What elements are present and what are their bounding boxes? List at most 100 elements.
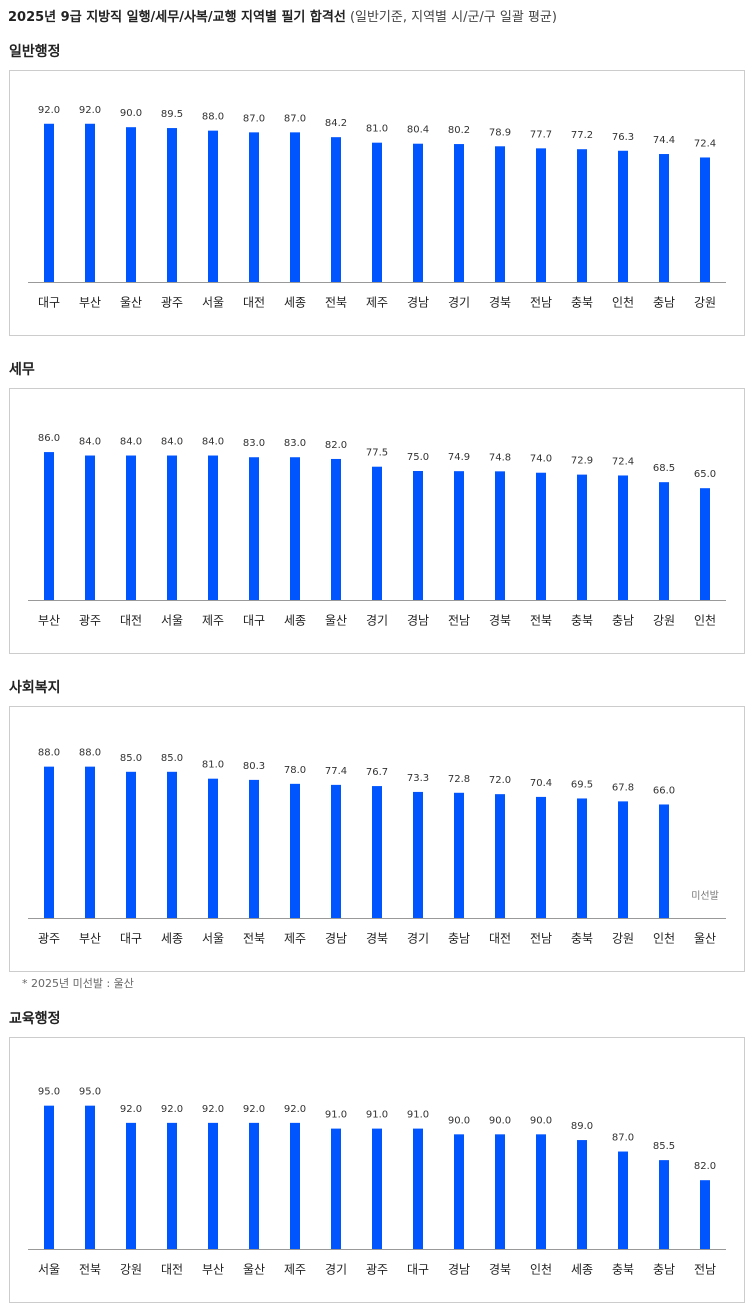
bar <box>618 801 628 918</box>
value-label: 92.0 <box>120 1104 142 1115</box>
x-tick-label: 대전 <box>120 614 142 628</box>
x-tick-label: 대구 <box>407 1263 429 1277</box>
value-label: 83.0 <box>284 438 306 449</box>
x-tick-label: 인천 <box>694 613 716 628</box>
x-tick-label: 전북 <box>243 932 265 946</box>
bar <box>413 143 423 282</box>
x-tick-label: 전북 <box>325 296 347 310</box>
bar <box>208 1122 218 1249</box>
value-label: 67.8 <box>612 782 634 793</box>
value-label: 85.0 <box>120 753 142 764</box>
x-tick-label: 서울 <box>38 1263 60 1277</box>
value-label: 81.0 <box>366 124 388 135</box>
value-label: 95.0 <box>38 1087 60 1098</box>
bar <box>536 472 546 600</box>
x-tick-label: 제주 <box>202 614 224 628</box>
bar <box>536 1134 546 1249</box>
bar <box>495 794 505 918</box>
x-tick-label: 충북 <box>571 932 593 946</box>
bar <box>44 1105 54 1249</box>
bar <box>126 455 136 600</box>
bar <box>372 1128 382 1249</box>
bar <box>577 149 587 282</box>
bar <box>85 766 95 918</box>
x-tick-label: 강원 <box>694 296 716 310</box>
value-label: 75.0 <box>407 452 429 463</box>
x-tick-label: 제주 <box>284 1263 306 1277</box>
x-tick-label: 대전 <box>161 1263 183 1277</box>
value-label: 92.0 <box>243 1104 265 1115</box>
bar <box>495 471 505 600</box>
value-label: 83.0 <box>243 438 265 449</box>
bar <box>659 482 669 600</box>
x-tick-label: 경북 <box>489 614 511 628</box>
bar <box>454 792 464 918</box>
x-tick-label: 전북 <box>530 614 552 628</box>
x-tick-label: 경남 <box>407 614 429 628</box>
x-tick-label: 광주 <box>38 932 60 946</box>
x-tick-label: 전남 <box>530 296 552 310</box>
bar <box>372 142 382 282</box>
subtitle: (일반기준, 지역별 시/군/구 일괄 평균) <box>350 10 557 25</box>
x-tick-label: 경기 <box>366 614 388 628</box>
value-label: 72.9 <box>571 456 593 467</box>
x-tick-label: 광주 <box>161 296 183 310</box>
value-label: 74.8 <box>489 452 511 463</box>
value-label: 92.0 <box>161 1104 183 1115</box>
value-label: 80.2 <box>448 125 470 136</box>
value-label: 90.0 <box>448 1115 470 1126</box>
bar <box>249 1122 259 1249</box>
x-tick-label: 충북 <box>571 614 593 628</box>
value-label: 87.0 <box>243 113 265 124</box>
x-tick-label: 강원 <box>653 614 675 628</box>
value-label: 84.2 <box>325 118 347 129</box>
value-label: 95.0 <box>79 1087 101 1098</box>
chart-box <box>9 706 745 972</box>
bar <box>290 132 300 282</box>
chart-box <box>9 388 745 654</box>
bar <box>454 471 464 600</box>
bar <box>290 457 300 600</box>
x-tick-label: 서울 <box>202 932 224 946</box>
bar <box>413 1128 423 1249</box>
page-title: 2025년 9급 지방직 일행/세무/사복/교행 지역별 필기 합격선 (일반기… <box>8 9 557 25</box>
value-label: 90.0 <box>489 1115 511 1126</box>
value-label: 84.0 <box>202 437 224 448</box>
x-tick-label: 서울 <box>161 614 183 628</box>
x-tick-label: 대전 <box>243 296 265 310</box>
value-label: 87.0 <box>612 1133 634 1144</box>
x-tick-label: 제주 <box>284 932 306 946</box>
chart-title: 사회복지 <box>9 680 61 696</box>
chart-title: 일반행정 <box>9 43 61 60</box>
x-tick-label: 경기 <box>407 932 429 946</box>
x-tick-label: 전남 <box>694 1263 716 1277</box>
x-tick-label: 강원 <box>612 932 634 946</box>
value-label: 90.0 <box>530 1115 552 1126</box>
bar <box>577 798 587 918</box>
bar <box>495 1134 505 1249</box>
bar <box>618 1151 628 1249</box>
value-label: 76.3 <box>612 132 634 143</box>
value-label: 92.0 <box>38 105 60 116</box>
x-tick-label: 대전 <box>489 932 511 946</box>
bar <box>413 791 423 918</box>
bar <box>167 455 177 600</box>
value-label: 85.5 <box>653 1141 675 1152</box>
value-label: 78.9 <box>489 127 511 138</box>
x-tick-label: 전남 <box>530 932 552 946</box>
x-tick-label: 부산 <box>38 614 60 628</box>
x-tick-label: 세종 <box>571 1263 593 1277</box>
x-tick-label: 충남 <box>653 1263 675 1277</box>
value-label: 72.8 <box>448 774 470 785</box>
x-tick-label: 대구 <box>38 296 60 310</box>
x-tick-label: 충남 <box>448 932 470 946</box>
bar <box>495 146 505 282</box>
x-tick-label: 세종 <box>284 296 306 310</box>
value-label: 89.5 <box>161 109 183 120</box>
annotation: 미선발 <box>691 890 719 902</box>
value-label: 69.5 <box>571 779 593 790</box>
value-label: 92.0 <box>202 1104 224 1115</box>
x-tick-label: 울산 <box>243 1263 265 1277</box>
x-tick-label: 광주 <box>366 1263 388 1277</box>
bar <box>618 475 628 600</box>
